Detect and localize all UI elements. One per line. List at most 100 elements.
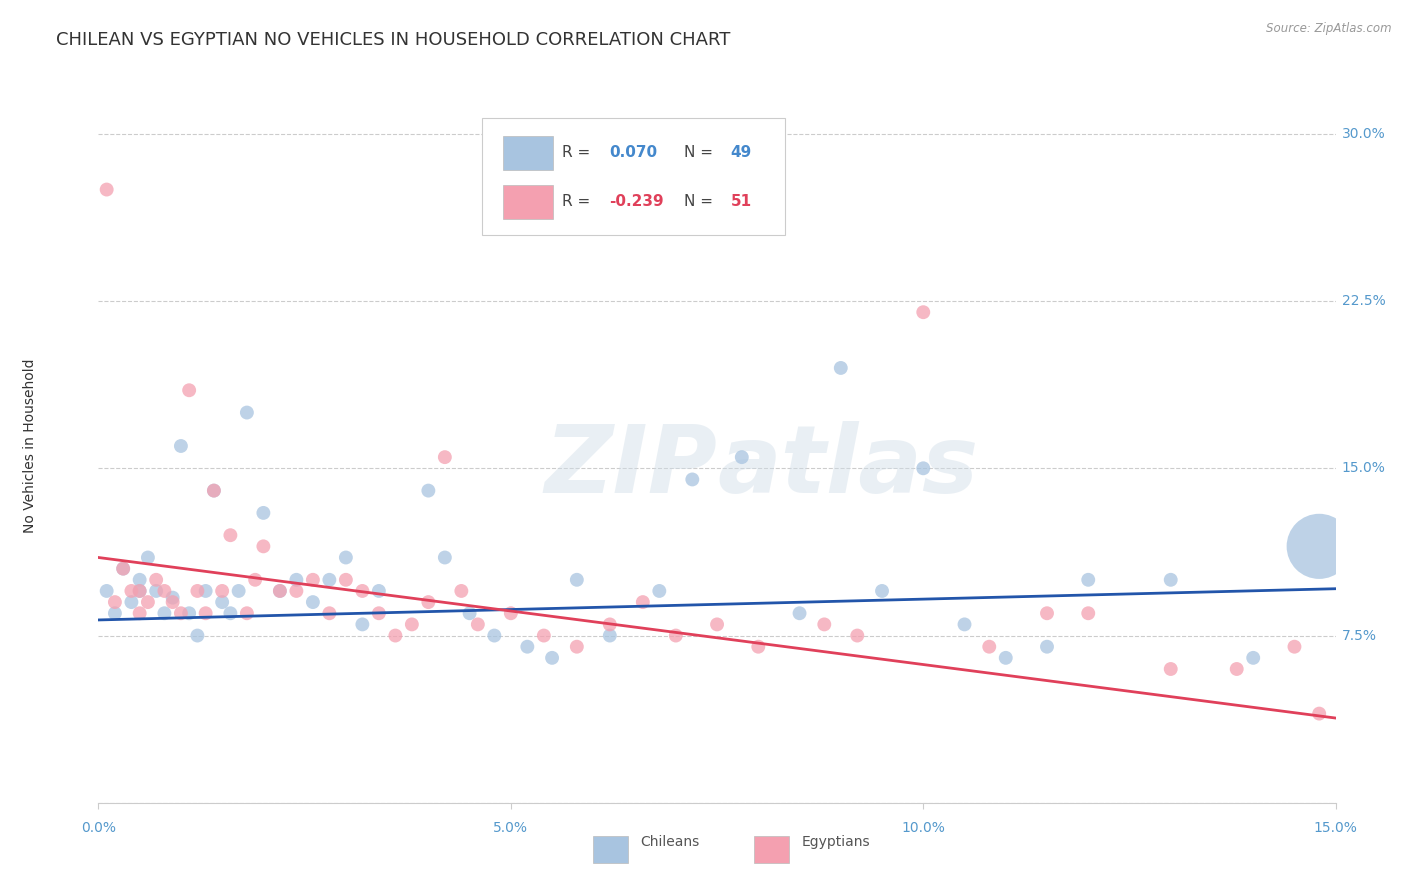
Point — [533, 628, 555, 642]
Point — [145, 583, 167, 598]
Text: 15.0%: 15.0% — [1313, 821, 1358, 835]
Point — [484, 628, 506, 642]
Point — [120, 595, 142, 609]
Point — [367, 607, 389, 621]
Point — [186, 628, 208, 642]
Point — [1077, 607, 1099, 621]
Point — [96, 583, 118, 598]
Point — [1284, 640, 1306, 654]
Point — [162, 591, 184, 605]
Point — [912, 305, 935, 319]
Point — [170, 439, 193, 453]
Point — [252, 539, 274, 553]
Point — [599, 628, 621, 642]
Point — [269, 583, 291, 598]
Point — [318, 573, 340, 587]
Point — [541, 651, 564, 665]
Bar — [503, 136, 553, 169]
Text: R =: R = — [562, 194, 596, 210]
Point — [285, 583, 308, 598]
Point — [202, 483, 225, 498]
Text: 30.0%: 30.0% — [1341, 127, 1386, 141]
Point — [153, 607, 176, 621]
Point — [145, 573, 167, 587]
Point — [236, 607, 259, 621]
Point — [1308, 539, 1330, 553]
Point — [953, 617, 976, 632]
Point — [202, 483, 225, 498]
Point — [170, 607, 193, 621]
Point — [565, 640, 588, 654]
Point — [128, 583, 150, 598]
Bar — [503, 185, 553, 219]
Point — [179, 607, 201, 621]
Point — [1160, 573, 1182, 587]
Text: 0.0%: 0.0% — [82, 821, 115, 835]
Point — [162, 595, 184, 609]
Text: Egyptians: Egyptians — [801, 835, 870, 849]
Point — [112, 562, 135, 576]
Point — [731, 450, 754, 465]
Point — [516, 640, 538, 654]
Point — [352, 617, 374, 632]
Text: atlas: atlas — [717, 421, 979, 514]
Point — [706, 617, 728, 632]
Point — [179, 384, 201, 398]
Text: 49: 49 — [731, 145, 752, 161]
Point — [499, 607, 522, 621]
Point — [285, 573, 308, 587]
Point — [211, 583, 233, 598]
Point — [1226, 662, 1249, 676]
Point — [128, 607, 150, 621]
Point — [1308, 706, 1330, 721]
Point — [979, 640, 1001, 654]
Point — [194, 583, 217, 598]
Bar — [754, 837, 789, 863]
Text: 5.0%: 5.0% — [494, 821, 529, 835]
Text: 0.070: 0.070 — [609, 145, 658, 161]
Point — [219, 607, 242, 621]
Text: Chileans: Chileans — [640, 835, 700, 849]
Point — [1241, 651, 1264, 665]
Point — [112, 562, 135, 576]
Text: N =: N = — [683, 194, 717, 210]
Point — [994, 651, 1017, 665]
Point — [104, 595, 127, 609]
Point — [269, 583, 291, 598]
Point — [433, 450, 456, 465]
Point — [681, 473, 703, 487]
Text: CHILEAN VS EGYPTIAN NO VEHICLES IN HOUSEHOLD CORRELATION CHART: CHILEAN VS EGYPTIAN NO VEHICLES IN HOUSE… — [56, 31, 731, 49]
Point — [747, 640, 769, 654]
Text: -0.239: -0.239 — [609, 194, 664, 210]
Text: 7.5%: 7.5% — [1341, 629, 1376, 642]
Point — [252, 506, 274, 520]
Point — [846, 628, 869, 642]
Point — [1036, 607, 1059, 621]
Text: No Vehicles in Household: No Vehicles in Household — [24, 359, 38, 533]
Point — [813, 617, 835, 632]
Point — [401, 617, 423, 632]
Text: 51: 51 — [731, 194, 752, 210]
Point — [1077, 573, 1099, 587]
Point — [418, 483, 440, 498]
Point — [153, 583, 176, 598]
Text: 22.5%: 22.5% — [1341, 294, 1386, 308]
Point — [352, 583, 374, 598]
Point — [418, 595, 440, 609]
Point — [433, 550, 456, 565]
Point — [318, 607, 340, 621]
Point — [1160, 662, 1182, 676]
Point — [136, 595, 159, 609]
Point — [128, 583, 150, 598]
Point — [565, 573, 588, 587]
Point — [302, 595, 325, 609]
FancyBboxPatch shape — [482, 118, 785, 235]
Point — [870, 583, 893, 598]
Point — [335, 550, 357, 565]
Point — [236, 405, 259, 420]
Point — [96, 182, 118, 196]
Text: Source: ZipAtlas.com: Source: ZipAtlas.com — [1267, 22, 1392, 36]
Point — [467, 617, 489, 632]
Text: N =: N = — [683, 145, 717, 161]
Text: R =: R = — [562, 145, 596, 161]
